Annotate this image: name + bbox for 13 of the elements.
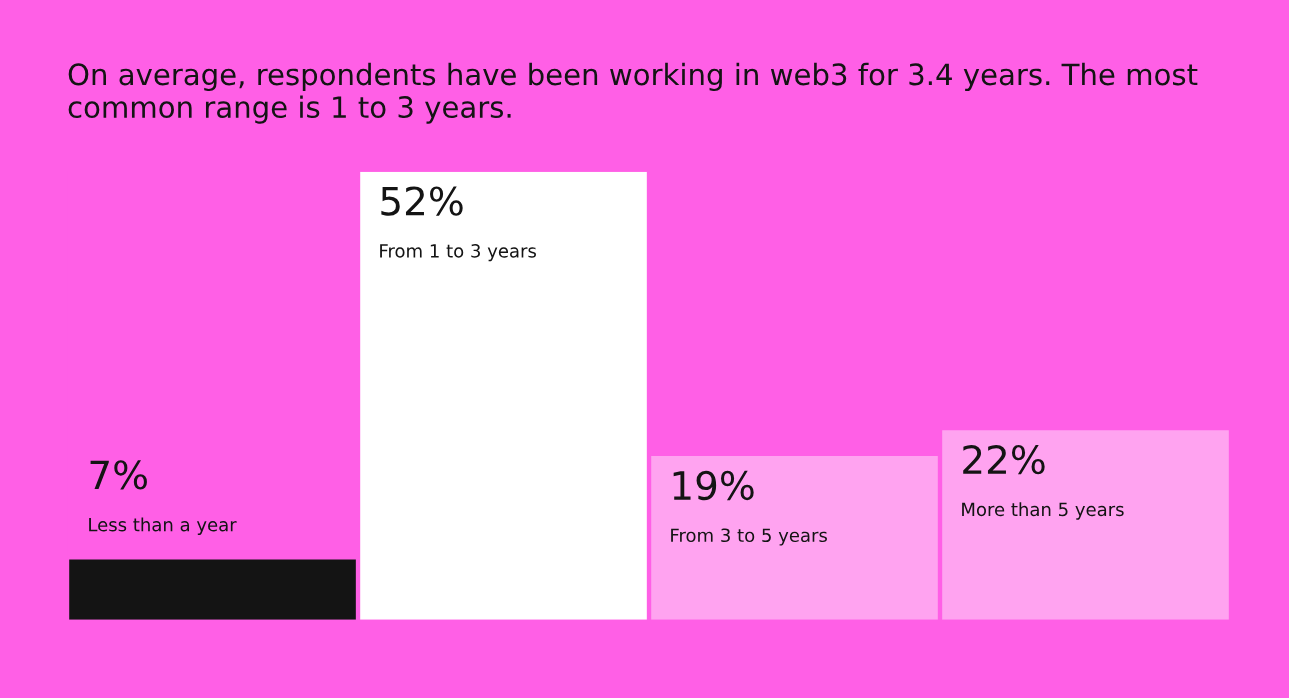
- x-tick-label: More than 5 years: [962, 502, 1124, 520]
- data-label: 22%: [963, 444, 1045, 475]
- bar: [942, 430, 1229, 620]
- data-label: 7%: [90, 460, 147, 490]
- data-label: 52%: [381, 186, 463, 216]
- x-tick-label: Less than a year: [89, 517, 237, 535]
- bar: [651, 456, 938, 620]
- bar: [360, 171, 647, 620]
- chart-title: On average, respondents have been working in web3 for 3.4 years. The most common range is 1 to 3 years.: [68, 62, 1198, 124]
- x-tick-label: From 3 to 5 years: [671, 528, 827, 546]
- bar: [69, 559, 356, 620]
- x-tick-label: From 1 to 3 years: [380, 244, 536, 262]
- data-label: 19%: [673, 470, 754, 501]
